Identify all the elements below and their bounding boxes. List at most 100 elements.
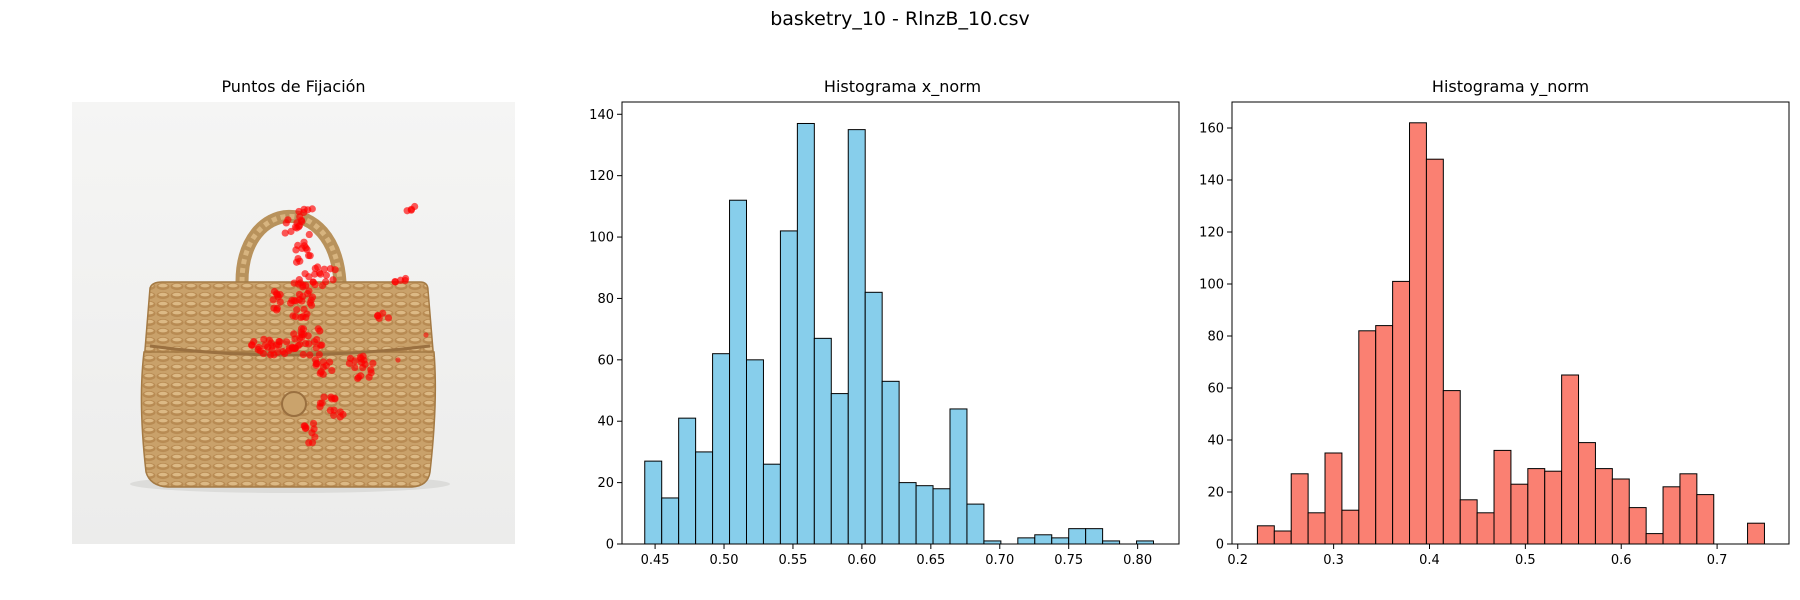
fixation-point [296, 257, 304, 265]
fixation-point [318, 341, 326, 349]
histogram-bar [830, 393, 849, 545]
fixation-point [299, 350, 307, 359]
histogram-bar [813, 337, 832, 545]
figure-title: basketry_10 - RlnzB_10.csv [770, 8, 1030, 30]
histogram-bar [1409, 122, 1427, 545]
fixation-point [311, 264, 319, 272]
histogram-bar [779, 230, 798, 545]
fixation-point [401, 276, 409, 285]
x-tick-label: 0.2 [1227, 553, 1248, 568]
fixation-point [308, 429, 316, 437]
y-tick-label: 0 [1216, 538, 1224, 553]
histogram-x-title: Histograma x_norm [823, 77, 982, 96]
y-tick-label: 60 [597, 353, 614, 368]
x-tick-label: 0.60 [847, 553, 876, 568]
histogram-bar [1561, 374, 1580, 545]
histogram-bar [915, 485, 934, 545]
x-tick-label: 0.65 [916, 553, 945, 568]
fixation-point [322, 271, 330, 279]
fixation-image-panel [72, 102, 515, 544]
fixation-point [360, 356, 368, 364]
fixation-point [311, 281, 319, 289]
histogram-bar [1307, 512, 1326, 545]
histogram-bar [1594, 468, 1613, 545]
histogram-bar [1747, 522, 1765, 545]
histogram-bar [796, 122, 815, 545]
x-tick-label: 0.75 [1054, 553, 1083, 568]
histogram-bar [1544, 470, 1563, 545]
histogram-bar [1459, 499, 1478, 545]
fixation-point [306, 351, 314, 359]
histogram-bar [1341, 509, 1360, 545]
histogram-bar [712, 353, 731, 545]
fixation-point [320, 265, 328, 273]
histogram-bar [1696, 494, 1715, 545]
histogram-bar [1476, 512, 1495, 545]
fixation-point [308, 439, 317, 447]
y-tick-label: 160 [1199, 122, 1224, 137]
y-tick-label: 40 [1207, 434, 1224, 449]
y-tick-label: 20 [1207, 486, 1224, 501]
fixation-point [279, 347, 287, 356]
histogram-bar [932, 488, 951, 545]
y-tick-label: 80 [597, 292, 614, 307]
y-tick-label: 120 [1199, 226, 1224, 241]
fixation-point [423, 332, 429, 338]
histogram-bar [1290, 473, 1309, 545]
y-tick-label: 80 [1207, 330, 1224, 345]
fixation-point [329, 276, 337, 284]
x-tick-label: 0.3 [1323, 553, 1344, 568]
histogram-bar [762, 463, 781, 545]
fixation-point [291, 313, 300, 321]
histogram-bars [644, 122, 1154, 545]
fixation-point [284, 216, 292, 224]
histogram-bar [1051, 537, 1070, 545]
fixation-point [313, 335, 321, 344]
fixation-point [395, 357, 401, 363]
histogram-bar [1358, 330, 1377, 545]
histogram-bar [1034, 534, 1053, 545]
fixation-point [336, 408, 344, 416]
fixation-point [301, 270, 309, 278]
fixation-point [316, 270, 325, 278]
fixation-point [276, 298, 284, 306]
histogram-bar [695, 451, 714, 545]
fixation-point [260, 335, 268, 343]
x-tick-label: 0.50 [710, 553, 739, 568]
histogram-bar [1662, 486, 1681, 545]
fixation-point [282, 338, 291, 346]
x-tick-label: 0.7 [1707, 553, 1728, 568]
fixation-point [276, 291, 284, 299]
fixation-point [331, 394, 339, 402]
plot-frame [621, 101, 1180, 545]
fixation-point [354, 374, 362, 383]
fixation-point [298, 333, 306, 341]
fixation-point [320, 393, 328, 401]
y-tick-label: 100 [1199, 278, 1224, 293]
x-tick-label: 0.70 [985, 553, 1014, 568]
fixation-point [328, 366, 336, 375]
fixation-point [259, 349, 268, 358]
fixation-point [291, 335, 299, 343]
y-tick-label: 140 [589, 108, 614, 123]
histogram-bar [898, 482, 917, 545]
fixation-point [330, 411, 338, 419]
histogram-bar [678, 417, 697, 545]
fixation-point [322, 362, 330, 370]
histogram-bar [1425, 158, 1444, 545]
histogram-bar [1527, 468, 1546, 545]
y-tick-label: 60 [1207, 382, 1224, 397]
histogram-bar [1611, 478, 1630, 545]
fixation-point [299, 313, 307, 321]
fixation-point [296, 213, 304, 221]
fixation-point [266, 351, 275, 359]
basket-picture [130, 209, 450, 493]
fixation-point [314, 325, 322, 333]
fixation-point [305, 340, 313, 348]
histogram-x-norm: 0.45 0.50 0.55 0.60 0.65 0.70 0.75 0.80 0 20 40 60 8… [589, 101, 1180, 568]
fixation-point [264, 343, 272, 351]
y-tick-label: 20 [597, 476, 614, 491]
fixation-point [318, 282, 327, 290]
fixation-point [384, 314, 393, 322]
fixation-point [326, 265, 335, 273]
